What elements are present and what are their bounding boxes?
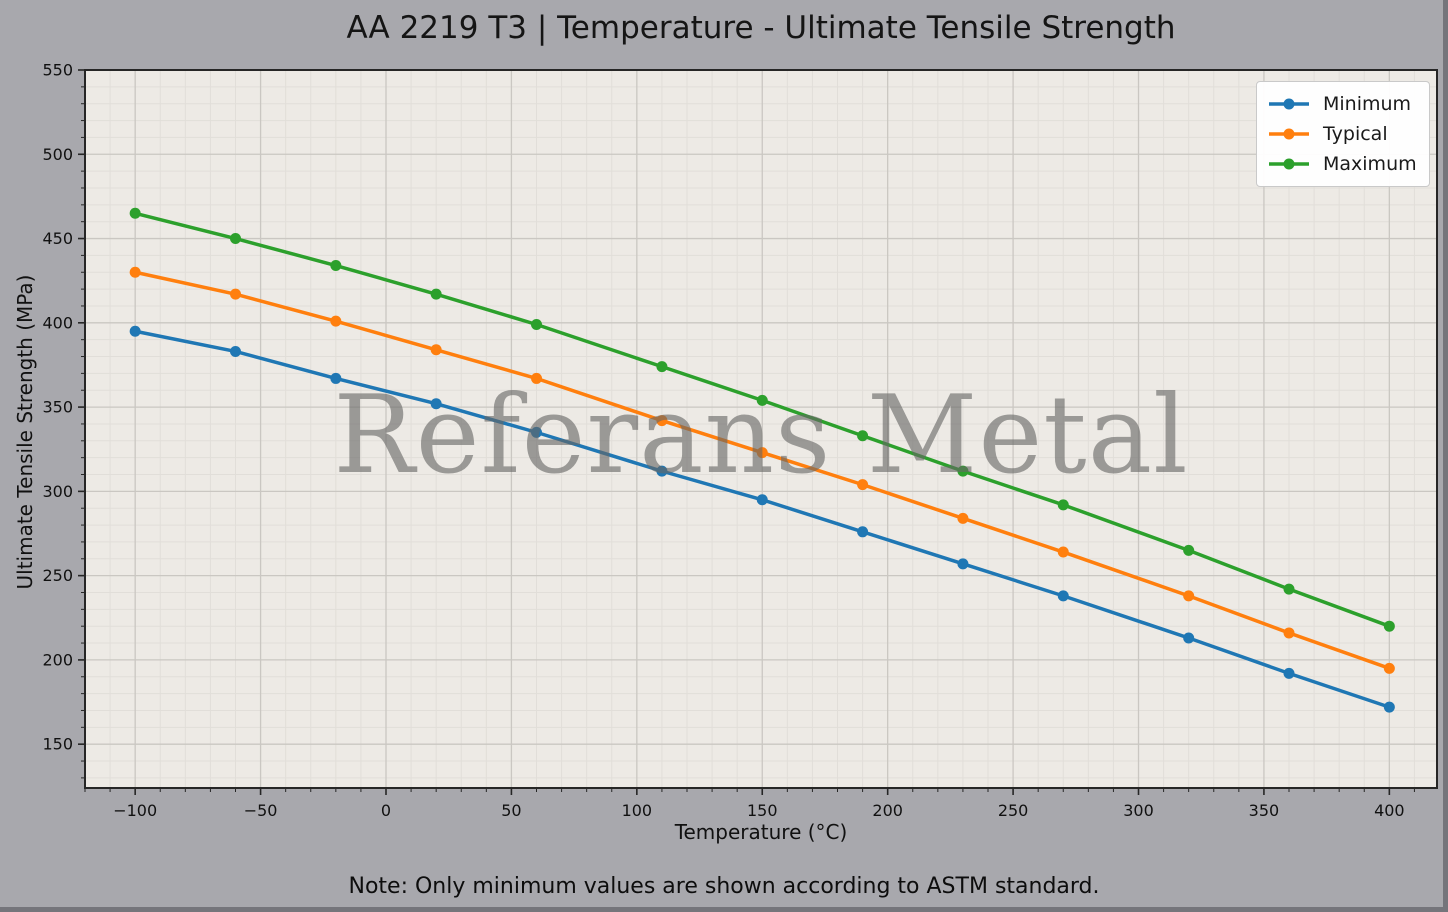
legend-marker-typical (1269, 128, 1309, 140)
series-typical-marker (756, 447, 768, 459)
series-minimum-marker (1283, 667, 1295, 679)
series-minimum-marker (531, 426, 543, 438)
figure-edge-shadow-bottom (0, 907, 1448, 912)
series-maximum-marker (1183, 544, 1195, 556)
svg-text:300: 300 (42, 482, 73, 501)
series-typical-marker (1183, 590, 1195, 602)
series-typical-marker (430, 344, 442, 356)
series-minimum-marker (230, 345, 242, 357)
svg-text:300: 300 (1123, 801, 1154, 820)
legend: Minimum Typical Maximum (1256, 81, 1430, 187)
plot-area (85, 70, 1437, 788)
x-tick-labels: −100 −50 0 50 100 150 200 250 300 350 400 (113, 801, 1404, 820)
series-minimum-marker (1057, 590, 1069, 602)
svg-text:100: 100 (622, 801, 653, 820)
series-typical-marker (1383, 662, 1395, 674)
series-minimum-marker (756, 494, 768, 506)
footnote: Note: Only minimum values are shown acco… (348, 874, 1100, 899)
series-maximum-marker (330, 260, 342, 272)
series-maximum-marker (1283, 583, 1295, 595)
series-typical-marker (230, 288, 242, 300)
svg-text:200: 200 (872, 801, 903, 820)
legend-item-typical: Typical (1267, 119, 1417, 149)
legend-marker-minimum (1269, 98, 1309, 110)
major-gridlines (85, 69, 1437, 788)
series-maximum-marker (1383, 620, 1395, 632)
series-typical-marker (531, 372, 543, 384)
figure-edge-shadow-right (1443, 0, 1448, 912)
series-typical-marker (857, 479, 869, 491)
plot-spines (84, 69, 1438, 789)
series-typical-marker (1057, 546, 1069, 558)
series-typical-marker (129, 266, 141, 278)
svg-text:150: 150 (747, 801, 778, 820)
series-minimum-marker (857, 526, 869, 538)
svg-text:500: 500 (42, 145, 73, 164)
chart-title: AA 2219 T3 | Temperature - Ultimate Tens… (346, 10, 1176, 46)
series-minimum-marker (129, 325, 141, 337)
minor-gridlines (84, 70, 1437, 788)
svg-text:400: 400 (42, 313, 73, 332)
series-typical (129, 266, 1395, 674)
legend-item-minimum: Minimum (1267, 89, 1417, 119)
legend-marker-maximum (1269, 158, 1309, 170)
legend-label-minimum: Minimum (1323, 93, 1412, 115)
series-maximum-marker (531, 319, 543, 331)
series-maximum-marker (957, 465, 969, 477)
svg-text:250: 250 (42, 566, 73, 585)
series-typical-marker (957, 512, 969, 524)
series-minimum-marker (430, 398, 442, 410)
series-typical-marker (656, 415, 668, 427)
legend-item-maximum: Maximum (1267, 149, 1417, 179)
y-axis-label: Ultimate Tensile Strength (MPa) (13, 274, 37, 590)
svg-text:550: 550 (42, 61, 73, 80)
series-minimum-marker (957, 558, 969, 570)
svg-text:50: 50 (501, 801, 521, 820)
svg-text:200: 200 (42, 650, 73, 669)
series-minimum-marker (656, 465, 668, 477)
series-maximum (129, 207, 1395, 632)
svg-text:0: 0 (381, 801, 391, 820)
svg-text:250: 250 (998, 801, 1029, 820)
svg-text:350: 350 (42, 398, 73, 417)
series-maximum-marker (756, 394, 768, 406)
svg-text:150: 150 (42, 735, 73, 754)
series-minimum (129, 325, 1395, 713)
series-maximum-marker (1057, 499, 1069, 511)
svg-text:−50: −50 (244, 801, 278, 820)
series-minimum-marker (330, 372, 342, 384)
series-minimum-marker (1183, 632, 1195, 644)
series-maximum-marker (129, 207, 141, 219)
x-axis-label: Temperature (°C) (674, 820, 848, 844)
svg-text:400: 400 (1374, 801, 1405, 820)
series-maximum-marker (430, 288, 442, 300)
series-maximum-marker (230, 233, 242, 245)
legend-label-typical: Typical (1323, 123, 1388, 145)
legend-label-maximum: Maximum (1323, 153, 1417, 175)
svg-text:450: 450 (42, 229, 73, 248)
series-maximum-marker (656, 361, 668, 373)
series-maximum-marker (857, 430, 869, 442)
series-typical-marker (1283, 627, 1295, 639)
series-minimum-marker (1383, 701, 1395, 713)
y-tick-labels: 150 200 250 300 350 400 450 500 550 (42, 61, 73, 754)
svg-text:−100: −100 (113, 801, 157, 820)
svg-text:350: 350 (1249, 801, 1280, 820)
series-typical-marker (330, 315, 342, 327)
